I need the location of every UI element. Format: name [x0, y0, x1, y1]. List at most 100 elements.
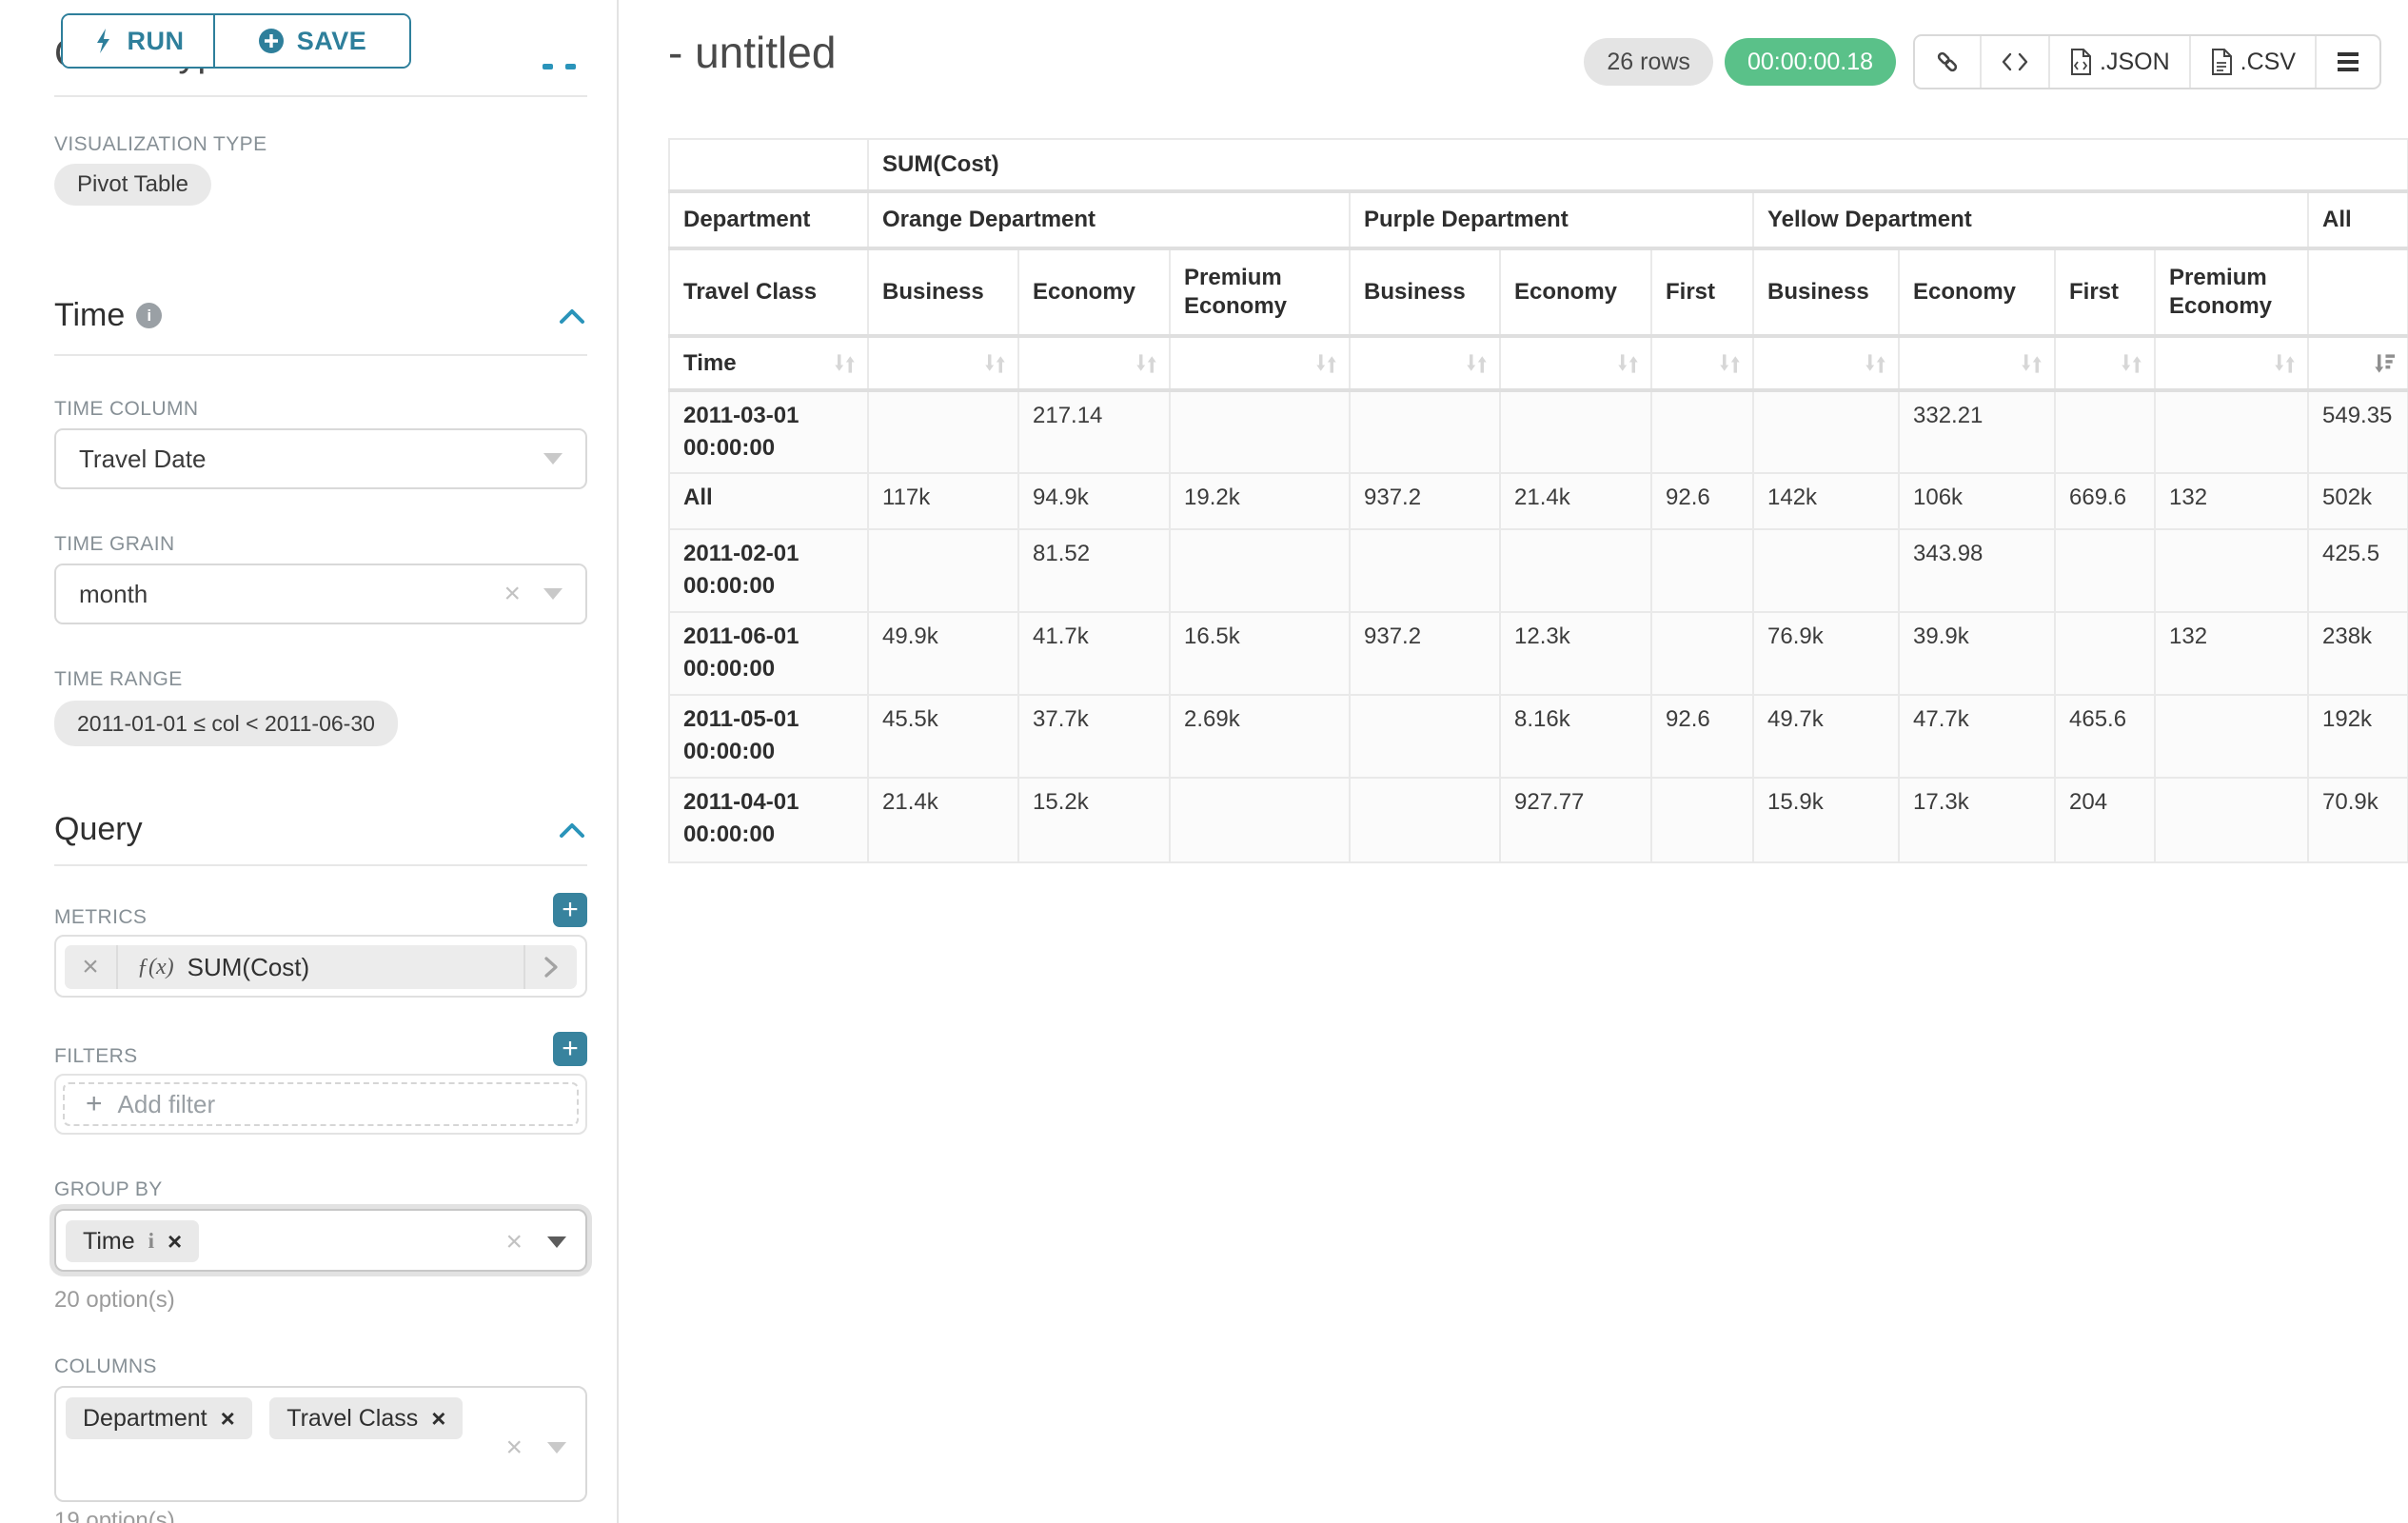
columns-chip-department[interactable]: Department × — [66, 1397, 252, 1439]
group-by-chip-time[interactable]: Time i × — [66, 1220, 200, 1262]
pivot-cell: 49.7k — [1752, 694, 1900, 779]
save-button-label: SAVE — [296, 26, 367, 55]
sort-toggle[interactable] — [1017, 335, 1171, 392]
menu-button[interactable] — [2315, 36, 2379, 88]
group-by-select[interactable]: Time i × × — [54, 1209, 587, 1272]
clear-x-icon[interactable]: × — [503, 578, 521, 609]
chip-remove-x-icon[interactable]: × — [220, 1403, 235, 1433]
sort-updown-icon — [1865, 353, 1885, 373]
pivot-cell — [1169, 389, 1351, 474]
permalink-button[interactable] — [1915, 36, 1980, 88]
metric-chip[interactable]: × ƒ(x) SUM(Cost) — [65, 945, 577, 989]
columns-select[interactable]: Department × Travel Class × × — [54, 1386, 587, 1502]
pivot-cell: 45.5k — [867, 694, 1019, 779]
caret-down-icon — [547, 1442, 566, 1454]
pivot-cell — [867, 389, 1019, 474]
caret-down-icon — [547, 1236, 566, 1248]
pivot-cell: 92.6 — [1650, 472, 1754, 530]
pivot-cell: 92.6 — [1650, 694, 1754, 779]
time-column-select[interactable]: Travel Date — [54, 428, 587, 489]
chevron-up-icon[interactable] — [558, 307, 586, 327]
code-icon — [2002, 52, 2028, 71]
table-row: 2011-06-01 00:00:00 49.9k 41.7k 16.5k 937.2 1… — [668, 611, 2408, 696]
section-divider — [54, 864, 587, 866]
chevron-up-icon[interactable] — [558, 821, 586, 841]
sort-toggle[interactable] — [867, 335, 1019, 392]
run-button[interactable]: RUN — [63, 15, 213, 67]
chevron-right-icon[interactable] — [523, 945, 577, 989]
sort-updown-icon — [835, 353, 855, 373]
caret-down-icon — [543, 453, 563, 465]
clear-x-icon[interactable]: × — [505, 1432, 523, 1463]
fx-glyph-icon: ƒ(x) — [137, 954, 174, 979]
sort-toggle[interactable] — [1499, 335, 1652, 392]
column-group-header: Orange Department — [867, 190, 1351, 250]
pivot-cell — [1650, 389, 1754, 474]
sort-toggle[interactable] — [1349, 335, 1501, 392]
table-row: 2011-05-01 00:00:00 45.5k 37.7k 2.69k 8.16k 9… — [668, 694, 2408, 779]
sort-toggle[interactable] — [1169, 335, 1351, 392]
pivot-cell: 117k — [867, 472, 1019, 530]
pivot-cell — [1349, 528, 1501, 613]
pivot-col-header: Business — [1349, 247, 1501, 338]
add-metric-button[interactable]: + — [553, 893, 587, 927]
pivot-cell: 106k — [1898, 472, 2056, 530]
sort-toggle[interactable] — [2054, 335, 2156, 392]
file-lines-icon — [2211, 49, 2232, 75]
chip-remove-x-icon[interactable]: × — [168, 1226, 183, 1256]
sort-toggle[interactable] — [2154, 335, 2309, 392]
clear-x-icon[interactable]: × — [505, 1226, 523, 1257]
pivot-row-label: 2011-05-01 00:00:00 — [668, 694, 869, 779]
chip-label: Travel Class — [286, 1404, 419, 1432]
chip-remove-x-icon[interactable]: × — [431, 1403, 446, 1433]
control-panel: Chart Type RUN SAVE VISUALIZATION TYPE P… — [0, 0, 619, 1523]
sort-toggle[interactable] — [1650, 335, 1754, 392]
sort-toggle-active[interactable] — [2306, 335, 2408, 392]
pivot-cell — [2054, 528, 2156, 613]
sort-updown-icon — [2122, 353, 2142, 373]
group-by-label: GROUP BY — [54, 1178, 163, 1200]
export-csv-label: .CSV — [2240, 48, 2296, 75]
column-group-header: All — [2306, 190, 2408, 250]
visualization-type-chip[interactable]: Pivot Table — [54, 164, 211, 206]
export-csv-button[interactable]: .CSV — [2188, 36, 2315, 88]
pivot-cell — [867, 528, 1019, 613]
sort-toggle[interactable]: Time — [668, 335, 869, 392]
columns-chip-travel-class[interactable]: Travel Class × — [269, 1397, 464, 1439]
pivot-cell: 12.3k — [1499, 611, 1652, 696]
pivot-cell — [2054, 389, 2156, 474]
metrics-label: METRICS — [54, 906, 148, 928]
add-filter-plus-button[interactable]: + — [553, 1032, 587, 1066]
save-button[interactable]: SAVE — [213, 15, 409, 67]
pivot-cell: 238k — [2306, 611, 2408, 696]
time-grain-select[interactable]: month × — [54, 564, 587, 624]
pivot-cell: 15.2k — [1017, 777, 1171, 863]
embed-code-button[interactable] — [1980, 36, 2048, 88]
pivot-cell — [2054, 611, 2156, 696]
filters-box: + Add filter — [54, 1074, 587, 1135]
export-button-group: .JSON .CSV — [1913, 34, 2381, 89]
sort-updown-icon — [1618, 353, 1638, 373]
table-row: 2011-02-01 00:00:00 81.52 343.98 425.5 — [668, 528, 2408, 613]
sort-toggle[interactable] — [1752, 335, 1900, 392]
chevron-remnant-icon — [543, 64, 553, 69]
pivot-cell: 2.69k — [1169, 694, 1351, 779]
pivot-cell: 37.7k — [1017, 694, 1171, 779]
time-range-chip[interactable]: 2011-01-01 ≤ col < 2011-06-30 — [54, 701, 398, 746]
pivot-cell: 937.2 — [1349, 611, 1501, 696]
metric-header-row: SUM(Cost) — [668, 138, 2408, 193]
columns-label: COLUMNS — [54, 1355, 157, 1377]
pivot-col-header: Premium Economy — [1169, 247, 1351, 338]
column-group-header: Yellow Department — [1752, 190, 2309, 250]
pivot-cell — [2154, 528, 2309, 613]
pivot-cell: 19.2k — [1169, 472, 1351, 530]
add-filter-button[interactable]: + Add filter — [63, 1082, 579, 1126]
sort-toggle[interactable] — [1898, 335, 2056, 392]
pivot-cell: 937.2 — [1349, 472, 1501, 530]
export-json-button[interactable]: .JSON — [2048, 36, 2189, 88]
sort-updown-icon — [1316, 353, 1336, 373]
pivot-cell — [1169, 528, 1351, 613]
remove-metric-x-icon[interactable]: × — [65, 945, 118, 989]
pivot-cell: 132 — [2154, 472, 2309, 530]
